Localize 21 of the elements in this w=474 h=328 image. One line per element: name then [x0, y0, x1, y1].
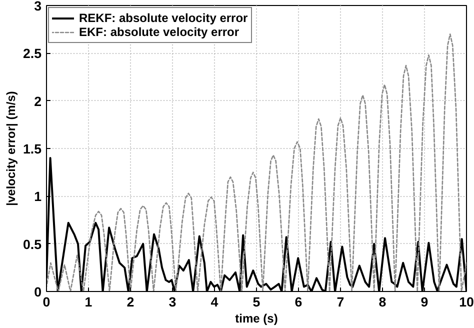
x-tick-label: 4 [210, 294, 219, 310]
y-tick-label: 2 [34, 94, 42, 109]
legend-label: REKF: absolute velocity error [79, 11, 248, 25]
x-tick-label: 9 [420, 294, 428, 310]
x-tick-label: 10 [459, 294, 474, 310]
y-tick-label: 0 [34, 284, 42, 300]
x-tick-label: 1 [84, 294, 93, 310]
x-tick-label: 3 [168, 294, 176, 310]
y-tick-label: 1.5 [22, 142, 42, 156]
x-tick-label: 6 [294, 294, 302, 310]
y-axis-title: |velocity error| (m/s) [4, 91, 18, 206]
x-axis-title: time (s) [235, 312, 278, 326]
x-tick-label: 5 [252, 294, 261, 310]
x-tick-label: 8 [378, 294, 386, 310]
x-tick-label: 2 [126, 294, 134, 310]
y-tick-label: 3 [34, 0, 42, 14]
y-tick-label: 2.5 [22, 46, 42, 62]
legend-label: EKF: absolute velocity error [79, 25, 240, 39]
x-tick-label: 7 [336, 294, 344, 310]
y-tick-label: 0.5 [22, 236, 42, 252]
y-tick-label: 1 [34, 189, 42, 204]
